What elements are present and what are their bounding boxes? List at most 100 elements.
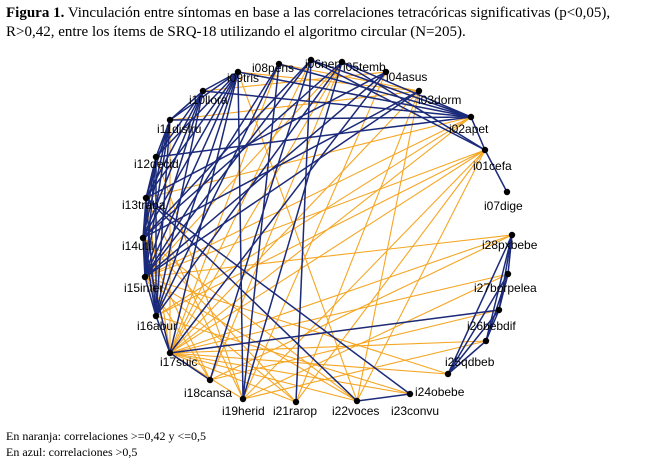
node-i25qdbeb: [482, 337, 490, 345]
blue-edge-i09tris-i11disfru: [169, 71, 239, 121]
blue-edges-group: [142, 59, 513, 403]
blue-edge-i21rarop-i06nen: [295, 59, 312, 403]
blue-edge-i13traba-i16abur: [145, 197, 157, 317]
node-label-i10llora: i10llora: [189, 93, 228, 107]
blue-edge-i06nen-i14util: [142, 59, 312, 239]
blue-edge-i14util-i17suic: [142, 237, 171, 354]
figure-caption: Figura 1. Vinculación entre síntomas en …: [6, 4, 656, 42]
orange-edge-i24obebe-i15inter: [144, 276, 449, 375]
node-label-i13traba: i13traba: [122, 198, 166, 212]
orange-edge-i25qdbeb-i17suic: [169, 340, 487, 354]
blue-edge-i10llora-i16abur: [155, 90, 204, 317]
orange-edge-i02apet-i16abur: [155, 116, 472, 317]
orange-edge-i22voces-i15inter: [144, 276, 358, 402]
node-i07dige: [503, 188, 511, 196]
nodes-group: [139, 56, 516, 406]
node-label-i12decid: i12decid: [134, 157, 179, 171]
node-label-i28pxbebe: i28pxbebe: [482, 238, 538, 252]
orange-edge-i01cefa-i22voces: [356, 149, 486, 402]
blue-edge-i09tris-i10llora: [202, 71, 239, 92]
node-label-i16abur: i16abur: [137, 319, 177, 333]
orange-edge-i03dorm-i22voces: [356, 90, 420, 402]
blue-edge-i10llora-i11disfru: [169, 90, 204, 121]
node-i01cefa: [481, 146, 489, 154]
node-i17suic: [166, 349, 174, 357]
node-i18cansa: [206, 376, 214, 384]
blue-edge-i06nen-i01cefa: [310, 59, 486, 151]
blue-edge-i13traba-i22voces: [145, 197, 358, 402]
node-label-i26bebdif: i26bebdif: [467, 319, 516, 333]
node-i19herid: [239, 395, 247, 403]
blue-edge-i27borpelea-i25qdbeb: [485, 273, 509, 342]
node-i05temb: [338, 58, 346, 66]
blue-edge-i26bebdif-i25qdbeb: [485, 309, 500, 342]
node-label-i03dorm: i03dorm: [418, 93, 461, 107]
node-label-i23convu: i23convu: [391, 404, 439, 418]
orange-edge-i02apet-i17suic: [169, 116, 472, 354]
blue-edge-i15inter-i16abur: [144, 276, 157, 317]
orange-edge-i03dorm-i11disfru: [169, 90, 420, 121]
node-i26bebdif: [495, 306, 503, 314]
blue-edge-i22voces-i23convu: [356, 393, 411, 402]
blue-edge-i05temb-i02apet: [341, 61, 472, 118]
node-label-i15inter: i15inter: [124, 281, 163, 295]
node-label-i27borpelea: i27borpelea: [474, 281, 537, 295]
blue-edge-i23convu-i13traba: [145, 197, 411, 395]
node-i24obebe: [444, 370, 452, 378]
node-i02apet: [467, 113, 475, 121]
blue-edge-i16abur-i05temb: [155, 61, 343, 317]
blue-edge-i16abur-i17suic: [155, 315, 171, 354]
node-label-i22voces: i22voces: [332, 404, 379, 418]
blue-edge-i28pxbebe-i24obebe: [447, 234, 513, 375]
legend: En naranja: correlaciones >=0,42 y <=0,5…: [6, 428, 206, 460]
node-i21rarop: [292, 398, 300, 406]
blue-edge-i17suic-i18cansa: [169, 352, 211, 381]
node-i14util: [139, 234, 147, 242]
node-i22voces: [353, 397, 361, 405]
node-i12decid: [152, 153, 160, 161]
node-label-i08pens: i08pens: [252, 61, 294, 75]
node-i13traba: [142, 194, 150, 202]
orange-edge-i27borpelea-i19herid: [242, 273, 509, 400]
orange-edge-i01cefa-i17suic: [169, 149, 486, 354]
blue-edge-i08pens-i15inter: [144, 63, 280, 278]
orange-edge-i23convu-i16abur: [155, 315, 411, 395]
blue-edge-i19herid-i05temb: [242, 61, 343, 400]
orange-edge-i28pxbebe-i17suic: [169, 234, 513, 354]
node-label-i05temb: i05temb: [343, 60, 386, 74]
node-i04asus: [382, 68, 390, 76]
orange-edge-i23convu-i17suic: [169, 352, 411, 395]
node-label-i17suic: i17suic: [160, 355, 197, 369]
blue-edge-i09tris-i12decid: [155, 71, 239, 158]
blue-edge-i17suic-i26bebdif: [169, 309, 500, 354]
node-label-i18cansa: i18cansa: [184, 386, 232, 400]
node-label-i24obebe: i24obebe: [415, 385, 465, 399]
legend-orange: En naranja: correlaciones >=0,42 y <=0,5: [6, 429, 207, 443]
blue-edge-i08pens-i19herid: [242, 63, 280, 400]
node-i08pens: [275, 60, 283, 68]
orange-edge-i01cefa-i16abur: [155, 149, 486, 317]
node-label-i02apet: i02apet: [449, 122, 489, 136]
node-i23convu: [406, 390, 414, 398]
node-i28pxbebe: [508, 231, 516, 239]
node-i16abur: [152, 312, 160, 320]
blue-edge-i14util-i16abur: [142, 237, 157, 317]
node-i10llora: [199, 87, 207, 95]
blue-edge-i09tris-i17suic: [169, 71, 239, 354]
legend-blue: En azul: correlaciones >0,5: [6, 445, 138, 459]
orange-edge-i01cefa-i21rarop: [295, 149, 486, 403]
node-i15inter: [141, 273, 149, 281]
orange-edge-i01cefa-i15inter: [144, 149, 486, 278]
node-label-i11disfru: i11disfru: [157, 122, 201, 136]
node-label-i25qdbeb: i25qdbeb: [445, 355, 495, 369]
blue-edge-i05temb-i01cefa: [341, 61, 486, 151]
blue-edge-i06nen-i02apet: [310, 59, 472, 118]
orange-edge-i03dorm-i21rarop: [295, 90, 420, 403]
blue-edge-i05temb-i14util: [142, 61, 343, 239]
blue-edge-i15inter-i04asus: [144, 71, 387, 278]
blue-edge-i10llora-i02apet: [202, 90, 472, 118]
blue-edge-i08pens-i16abur: [155, 63, 280, 317]
node-i03dorm: [415, 87, 423, 95]
node-label-i09tris: i09tris: [227, 71, 259, 85]
